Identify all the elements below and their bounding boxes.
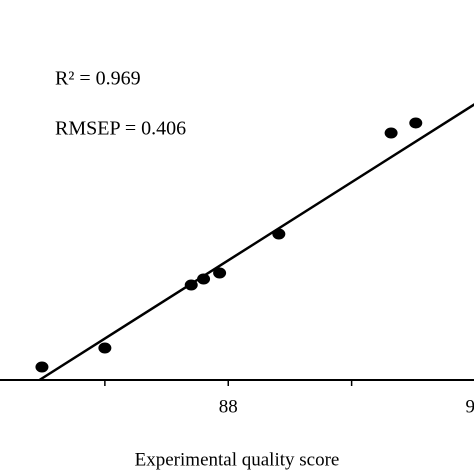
fit-line [38, 103, 474, 382]
point [35, 361, 49, 373]
point [272, 228, 286, 240]
rmsep: RMSEP = 0.406 [55, 118, 186, 140]
r-squared: R² = 0.969 [55, 68, 141, 90]
point [197, 273, 211, 285]
x-tick-label: 88 [219, 396, 238, 417]
point [384, 127, 398, 139]
point [213, 267, 227, 279]
x-tick-label: 90 [466, 396, 474, 417]
point [98, 342, 112, 354]
x-axis-label: Experimental quality score [135, 449, 340, 470]
point [184, 279, 198, 291]
point [409, 117, 423, 129]
